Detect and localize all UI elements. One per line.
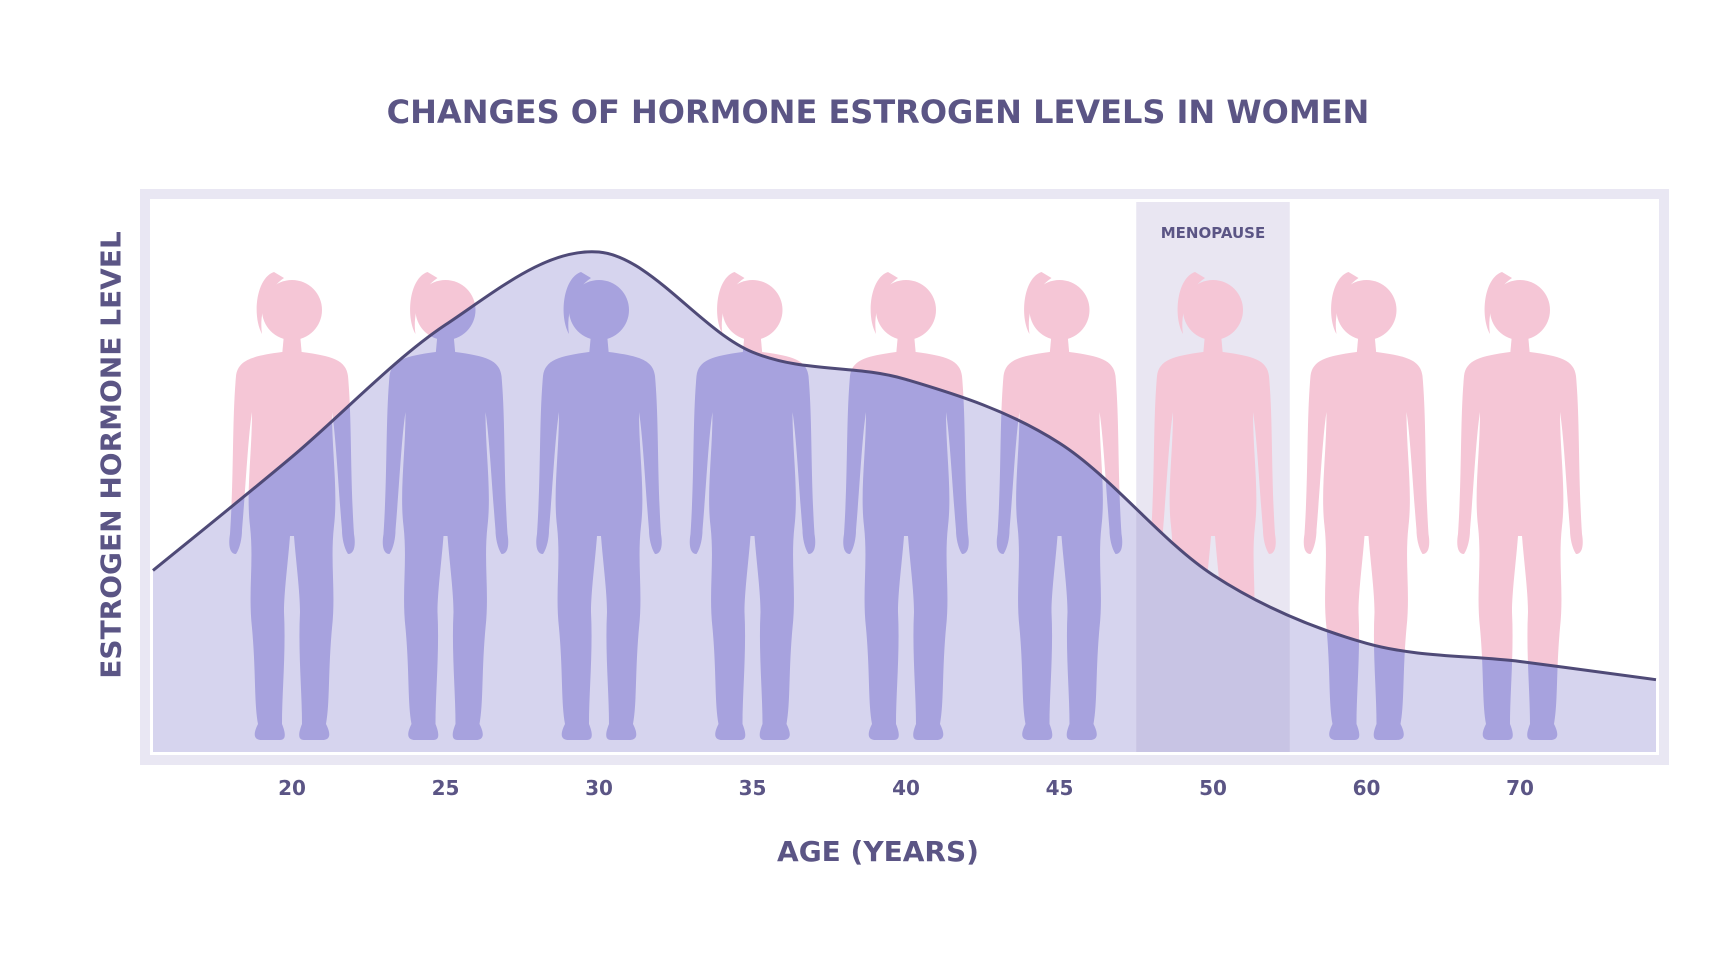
- x-tick-label: 70: [1506, 776, 1534, 800]
- x-tick-label: 20: [278, 776, 306, 800]
- x-tick-label: 40: [892, 776, 920, 800]
- x-tick-label: 25: [432, 776, 460, 800]
- x-tick-labels: 20 25 30 35 40 45 50 60 70: [278, 776, 1534, 800]
- x-tick-label: 30: [585, 776, 613, 800]
- x-tick-label: 60: [1353, 776, 1381, 800]
- chart-frame: [140, 189, 1669, 765]
- x-tick-label: 50: [1199, 776, 1227, 800]
- x-axis-label: AGE (YEARS): [777, 835, 979, 868]
- estrogen-line: [152, 250, 1657, 682]
- x-tick-label: 35: [739, 776, 767, 800]
- x-tick-label: 45: [1046, 776, 1074, 800]
- chart-title: CHANGES OF HORMONE ESTROGEN LEVELS IN WO…: [386, 93, 1370, 131]
- menopause-label: MENOPAUSE: [1161, 224, 1265, 242]
